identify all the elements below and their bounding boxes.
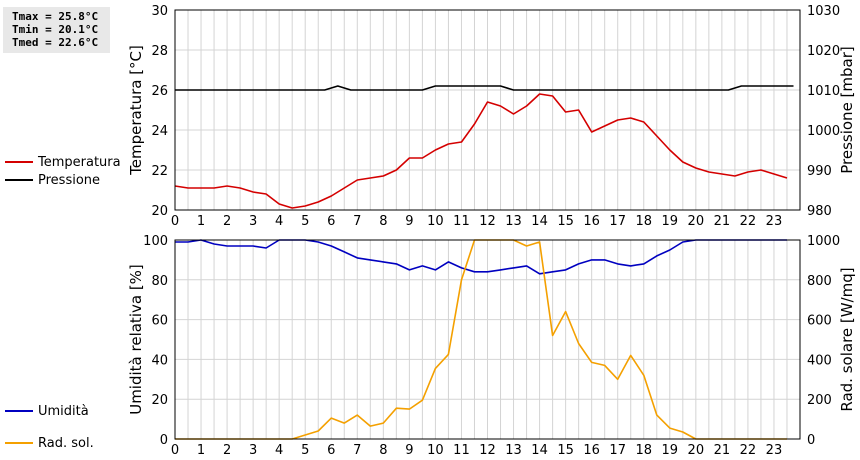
- x-tick-label: 14: [531, 214, 548, 229]
- x-tick-label: 1: [197, 214, 205, 229]
- series-line-rad-sol: [175, 239, 787, 440]
- y-tick-left: 20: [151, 393, 168, 408]
- y-tick-left: 0: [160, 433, 168, 448]
- tmax-text: Tmax = 25.8°C: [12, 10, 99, 23]
- y-tick-right: 1000: [807, 234, 840, 249]
- x-tick-label: 23: [766, 443, 783, 458]
- y-tick-left: 28: [151, 44, 168, 59]
- y-tick-left: 100: [143, 234, 168, 249]
- x-tick-label: 1: [197, 443, 205, 458]
- x-tick-label: 9: [405, 443, 413, 458]
- y-tick-right: 1000: [807, 124, 840, 139]
- x-tick-label: 10: [427, 443, 444, 458]
- y-axis-label-left: Umidità relativa [%]: [127, 264, 145, 415]
- series-line-pressione: [175, 85, 794, 91]
- x-tick-label: 0: [171, 443, 179, 458]
- y-tick-right: 1020: [807, 44, 840, 59]
- x-tick-label: 12: [479, 214, 496, 229]
- x-tick-label: 5: [301, 443, 309, 458]
- x-tick-label: 9: [405, 214, 413, 229]
- x-tick-label: 6: [327, 214, 335, 229]
- x-tick-label: 2: [223, 214, 231, 229]
- x-tick-label: 19: [662, 214, 679, 229]
- y-tick-right: 200: [807, 393, 832, 408]
- x-tick-label: 22: [740, 443, 757, 458]
- y-tick-right: 1010: [807, 84, 840, 99]
- x-tick-label: 20: [688, 214, 705, 229]
- x-tick-label: 11: [453, 443, 470, 458]
- x-tick-label: 5: [301, 214, 309, 229]
- x-tick-label: 13: [505, 443, 522, 458]
- x-tick-label: 17: [609, 443, 626, 458]
- legend-label: Temperatura: [37, 155, 121, 170]
- x-tick-label: 16: [583, 214, 600, 229]
- x-tick-label: 2: [223, 443, 231, 458]
- stats-box: Tmax = 25.8°C Tmin = 20.1°C Tmed = 22.6°…: [3, 7, 110, 53]
- y-axis-label-right: Rad. solare [W/mq]: [838, 267, 856, 411]
- y-tick-right: 980: [807, 204, 832, 219]
- y-tick-left: 26: [151, 84, 168, 99]
- x-tick-label: 17: [609, 214, 626, 229]
- x-tick-label: 10: [427, 214, 444, 229]
- x-tick-label: 7: [353, 214, 361, 229]
- legend-label: Rad. sol.: [38, 436, 94, 451]
- y-axis-label-right: Pressione [mbar]: [838, 46, 856, 174]
- x-tick-label: 18: [635, 214, 652, 229]
- x-tick-label: 16: [583, 443, 600, 458]
- x-tick-label: 14: [531, 443, 548, 458]
- x-tick-label: 13: [505, 214, 522, 229]
- x-tick-label: 8: [379, 443, 387, 458]
- x-tick-label: 8: [379, 214, 387, 229]
- y-tick-left: 22: [151, 164, 168, 179]
- x-tick-label: 4: [275, 443, 283, 458]
- tmin-text: Tmin = 20.1°C: [12, 23, 99, 36]
- x-tick-label: 3: [249, 214, 257, 229]
- x-tick-label: 15: [557, 214, 574, 229]
- y-tick-right: 800: [807, 274, 832, 289]
- x-tick-label: 21: [714, 214, 731, 229]
- y-tick-right: 1030: [807, 4, 840, 19]
- x-tick-label: 6: [327, 443, 335, 458]
- x-tick-label: 3: [249, 443, 257, 458]
- x-tick-label: 18: [635, 443, 652, 458]
- y-tick-left: 80: [151, 274, 168, 289]
- series-line-umidit: [175, 239, 787, 275]
- legend-label: Umidità: [38, 404, 89, 419]
- x-tick-label: 19: [662, 443, 679, 458]
- legend-label: Pressione: [38, 173, 100, 188]
- x-tick-label: 7: [353, 443, 361, 458]
- plot-frame: [174, 239, 801, 440]
- y-tick-right: 990: [807, 164, 832, 179]
- tmed-text: Tmed = 22.6°C: [12, 36, 99, 49]
- series-line-temperatura: [174, 93, 788, 209]
- y-tick-right: 0: [807, 433, 815, 448]
- x-tick-label: 22: [740, 214, 757, 229]
- y-tick-left: 40: [151, 353, 168, 368]
- y-tick-left: 20: [151, 204, 168, 219]
- x-tick-label: 21: [714, 443, 731, 458]
- y-tick-left: 30: [151, 4, 168, 19]
- y-tick-left: 24: [151, 124, 168, 139]
- y-tick-left: 60: [151, 314, 168, 329]
- y-axis-label-left: Temperatura [°C]: [127, 45, 145, 176]
- plot-frame: [174, 9, 801, 211]
- x-tick-label: 4: [275, 214, 283, 229]
- x-tick-label: 20: [688, 443, 705, 458]
- x-tick-label: 15: [557, 443, 574, 458]
- x-tick-label: 0: [171, 214, 179, 229]
- x-tick-label: 23: [766, 214, 783, 229]
- x-tick-label: 12: [479, 443, 496, 458]
- y-tick-right: 600: [807, 314, 832, 329]
- x-tick-label: 11: [453, 214, 470, 229]
- y-tick-right: 400: [807, 353, 832, 368]
